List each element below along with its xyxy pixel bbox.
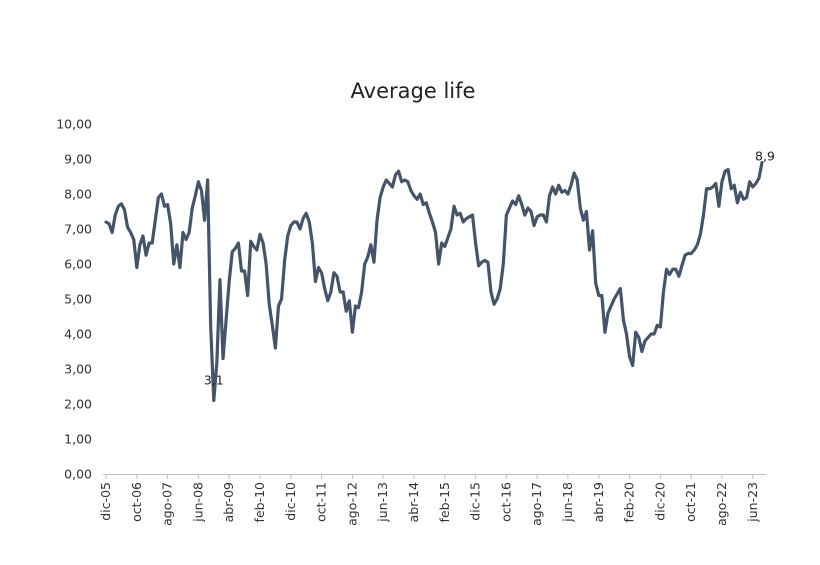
y-tick-label: 0,00 — [64, 467, 92, 482]
x-tick-label: dic-05 — [98, 482, 113, 521]
series-group — [104, 160, 764, 403]
x-tick-label: jun-13 — [375, 482, 390, 523]
x-tick-label: jun-18 — [560, 482, 575, 523]
y-tick-label: 8,00 — [64, 187, 92, 202]
x-tick-label: abr-14 — [406, 482, 421, 522]
y-tick-label: 2,00 — [64, 397, 92, 412]
y-tick-label: 9,00 — [64, 152, 92, 167]
y-tick-label: 3,00 — [64, 362, 92, 377]
x-axis-tick-marks — [105, 474, 754, 479]
x-tick-label: feb-10 — [252, 482, 267, 522]
x-tick-label: ago-17 — [529, 482, 544, 526]
y-tick-label: 10,00 — [56, 117, 92, 132]
x-axis-tick-labels: dic-05 oct-06 ago-07 jun-08 abr-09 feb-10 dic-… — [98, 482, 760, 526]
y-tick-label: 7,00 — [64, 222, 92, 237]
x-tick-label: feb-20 — [622, 482, 637, 522]
y-axis-tick-labels: 0,00 1,00 2,00 3,00 4,00 5,00 6,00 7,00 8,00 9,00… — [56, 117, 92, 482]
y-tick-label: 5,00 — [64, 292, 92, 307]
y-tick-label: 1,00 — [64, 432, 92, 447]
x-tick-label: feb-15 — [437, 482, 452, 522]
data-label: 3,1 — [204, 373, 224, 388]
x-tick-label: oct-11 — [314, 482, 329, 522]
annotations-group: 3,1 8,9 — [204, 149, 775, 388]
x-tick-label: ago-12 — [344, 482, 359, 526]
data-label: 8,9 — [755, 149, 775, 164]
series-line-average-life — [104, 160, 764, 403]
x-tick-label: abr-19 — [591, 482, 606, 522]
x-tick-label: oct-21 — [683, 482, 698, 522]
x-tick-label: dic-15 — [468, 482, 483, 521]
x-tick-label: oct-06 — [129, 482, 144, 522]
x-tick-label: dic-20 — [652, 482, 667, 521]
x-tick-label: abr-09 — [221, 482, 236, 522]
x-tick-label: jun-23 — [745, 482, 760, 523]
x-tick-label: jun-08 — [190, 482, 205, 523]
y-tick-label: 6,00 — [64, 257, 92, 272]
x-tick-label: ago-07 — [160, 482, 175, 526]
x-tick-label: oct-16 — [498, 482, 513, 522]
chart-title: Average life — [351, 79, 476, 103]
y-tick-label: 4,00 — [64, 327, 92, 342]
x-tick-label: ago-22 — [714, 482, 729, 526]
x-tick-label: dic-10 — [283, 482, 298, 521]
